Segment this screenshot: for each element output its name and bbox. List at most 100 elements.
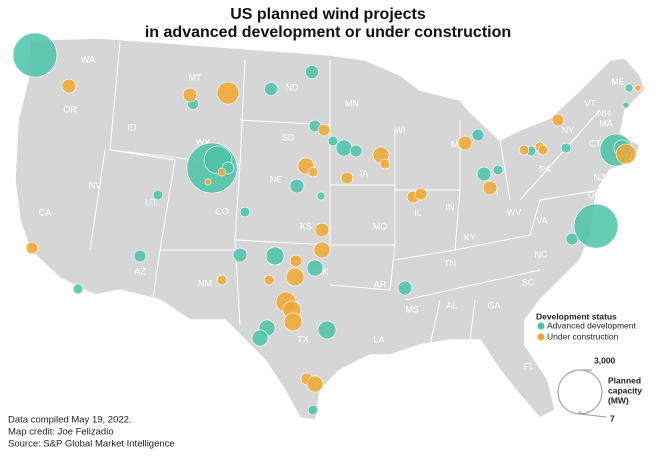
state-label: GA	[487, 300, 500, 310]
size-legend-max-label: 3,000	[594, 355, 616, 365]
project-bubble	[264, 82, 278, 96]
project-bubble	[317, 320, 337, 340]
state-label: KY	[464, 232, 476, 242]
state-label: LA	[373, 334, 384, 344]
state-label: FL	[524, 361, 535, 371]
state-label: WI	[395, 125, 406, 135]
title-line: in advanced development or under constru…	[145, 24, 511, 41]
state-label: WY	[196, 137, 211, 147]
state-label: SC	[522, 277, 535, 287]
project-bubble	[457, 135, 473, 151]
project-bubble	[615, 143, 637, 165]
state-label: NC	[535, 249, 548, 259]
state-label: TN	[444, 258, 456, 268]
state-label: DE	[588, 190, 601, 200]
note: Data compiled May 19, 2022.	[8, 415, 132, 426]
state-label: OR	[63, 104, 77, 114]
project-bubble	[476, 166, 492, 182]
state-label: AR	[374, 279, 387, 289]
project-bubble	[573, 203, 619, 249]
project-bubble	[289, 178, 305, 194]
project-bubble	[285, 267, 305, 287]
state-label: CO	[215, 206, 229, 216]
project-bubble	[518, 144, 530, 156]
project-bubble	[471, 128, 485, 142]
project-bubble	[251, 329, 269, 347]
project-bubble	[624, 83, 634, 93]
state-label: KS	[300, 221, 312, 231]
project-bubble	[204, 178, 212, 186]
project-bubble	[25, 241, 39, 255]
legend-swatch	[537, 322, 545, 330]
state-label: ND	[286, 82, 299, 92]
state-label: IN	[446, 202, 455, 212]
project-bubble	[622, 101, 630, 109]
project-bubble	[152, 189, 164, 201]
project-bubble	[306, 375, 324, 393]
project-bubble	[340, 171, 354, 185]
state-label: NV	[89, 180, 102, 190]
state-label: AL	[446, 300, 457, 310]
state-label: WA	[81, 54, 95, 64]
project-bubble	[232, 247, 248, 263]
project-bubble	[263, 274, 275, 286]
state-label: VA	[536, 215, 547, 225]
state-borders	[89, 41, 601, 346]
state-label: NY	[562, 125, 575, 135]
state-label: VT	[584, 98, 596, 108]
project-bubble	[397, 280, 413, 296]
state-label: ME	[611, 76, 625, 86]
state-label: IL	[414, 207, 422, 217]
legend-swatch	[537, 333, 545, 341]
project-bubble	[133, 249, 147, 263]
project-bubble	[482, 180, 498, 196]
project-bubble	[560, 142, 572, 154]
size-legend-label: (MW)	[608, 395, 629, 405]
project-bubble	[305, 65, 319, 79]
state-label: UT	[145, 197, 157, 207]
legend-label: Advanced development	[547, 320, 636, 330]
size-legend-min-label: 7	[610, 413, 615, 423]
state-label: MT	[189, 72, 202, 82]
project-bubble	[283, 312, 303, 332]
size-legend-circle	[557, 369, 603, 415]
project-bubble	[265, 246, 285, 266]
project-bubble	[216, 81, 240, 105]
state-label: SD	[282, 132, 295, 142]
project-bubble	[289, 254, 303, 268]
project-bubble	[565, 232, 579, 246]
project-bubble	[216, 274, 228, 286]
project-bubble	[335, 139, 353, 157]
project-bubble	[634, 84, 642, 92]
state-label: NJ	[594, 172, 605, 182]
project-bubble	[217, 167, 227, 177]
state-label: NE	[270, 174, 283, 184]
state-label: MN	[345, 98, 359, 108]
project-bubble	[492, 164, 504, 176]
project-bubble	[551, 113, 565, 127]
project-bubble	[307, 404, 319, 416]
project-bubble	[12, 32, 58, 78]
project-bubble	[317, 123, 331, 137]
size-legend-label: Planned	[608, 375, 641, 385]
state-label: NH	[598, 108, 611, 118]
state-label: MO	[373, 221, 388, 231]
project-bubble	[182, 87, 198, 103]
project-bubble	[537, 144, 549, 156]
project-bubble	[314, 222, 330, 238]
project-bubble	[239, 206, 251, 218]
project-bubble	[307, 166, 319, 178]
size-legend-leader	[579, 413, 607, 418]
state-label: CT	[589, 138, 601, 148]
note: Map credit: Joe Felizadio	[8, 427, 114, 438]
project-bubble	[72, 283, 84, 295]
state-label: MI	[451, 139, 461, 149]
legend-label: Under construction	[547, 331, 619, 341]
state-label: PA	[539, 164, 550, 174]
state-label: IA	[360, 168, 369, 178]
state-label: MS	[405, 304, 419, 314]
size-legend-circle	[578, 411, 582, 415]
project-bubble	[414, 187, 428, 201]
state-label: AZ	[134, 266, 146, 276]
